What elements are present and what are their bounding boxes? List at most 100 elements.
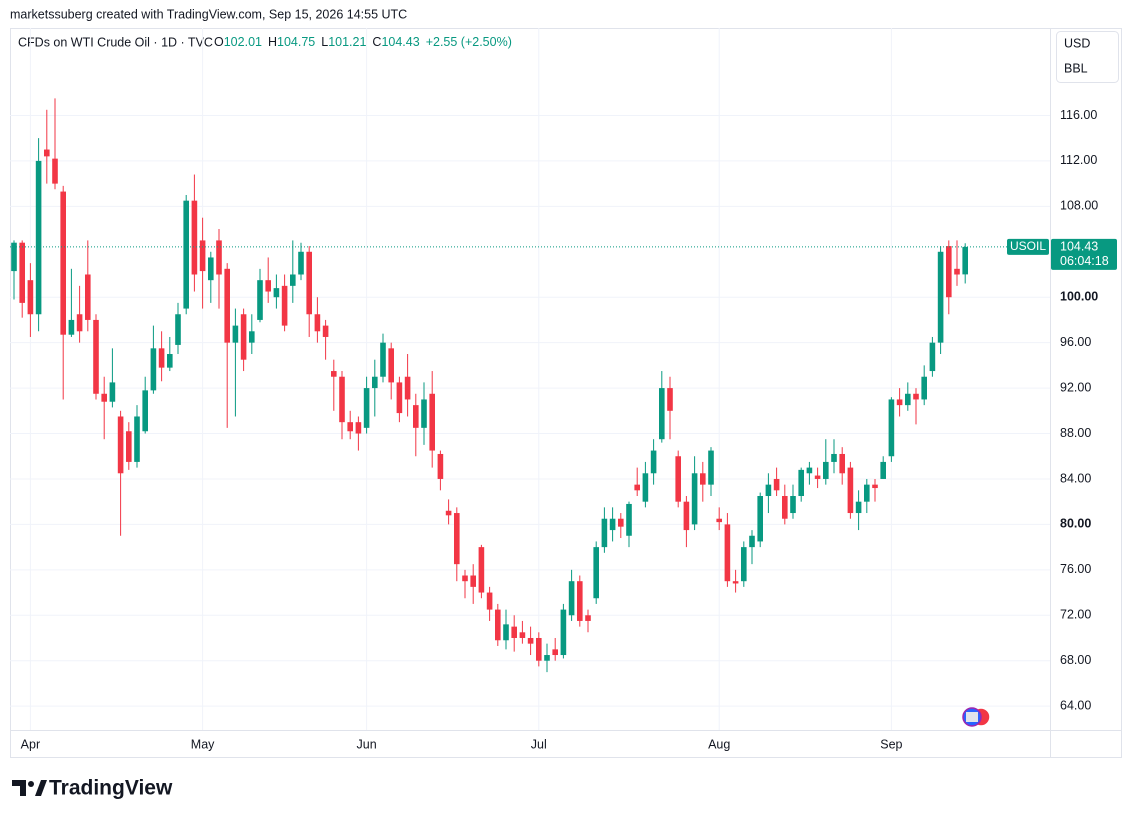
candle-body [454, 513, 460, 565]
candle-body [265, 280, 271, 292]
candle-body [872, 484, 878, 489]
candle-body [429, 393, 435, 451]
candle-body [158, 348, 165, 368]
candle-body [847, 467, 854, 514]
candle-body [757, 496, 763, 542]
candle-body [372, 376, 378, 389]
candle-body [339, 376, 345, 423]
candle-body [199, 240, 206, 272]
candle-body [609, 518, 616, 531]
candle-body [68, 319, 75, 335]
candle-body [913, 393, 919, 400]
candle-body [732, 581, 739, 584]
y-tick-label: 92.00 [1060, 380, 1091, 394]
candle-body [675, 456, 681, 502]
candle-body [281, 285, 288, 326]
candle-body [749, 535, 755, 548]
y-tick-label: 64.00 [1060, 698, 1091, 712]
candle-body [347, 422, 353, 432]
candle-body [388, 348, 394, 383]
candle-body [790, 496, 796, 514]
candle-body [536, 637, 542, 661]
candle-body [823, 461, 829, 479]
candle-body [470, 575, 476, 587]
candle-body [814, 475, 821, 479]
x-tick-label: May [191, 737, 215, 751]
candle-body [240, 314, 247, 360]
candle-body [905, 393, 911, 406]
logo [12, 780, 47, 796]
candle-body [601, 518, 608, 548]
candle-body [298, 251, 304, 275]
candle-body [322, 325, 329, 337]
y-tick-label: 68.00 [1060, 653, 1091, 667]
x-tick-label: Jul [531, 737, 547, 751]
candle-body [626, 503, 632, 536]
candle-body [691, 473, 698, 525]
candle-body [765, 484, 772, 496]
x-tick-label: Apr [21, 737, 40, 751]
candle-body [150, 348, 157, 391]
y-tick-label: 112.00 [1060, 153, 1097, 167]
candle-body [659, 388, 665, 440]
candle-body [544, 655, 550, 661]
candle-body [864, 484, 870, 502]
candle-body [962, 246, 968, 275]
candle-body [216, 240, 222, 275]
candle-body [700, 473, 706, 485]
candle-body [314, 314, 321, 332]
candle-body [511, 626, 517, 638]
y-tick-label: 100.00 [1060, 290, 1098, 304]
candle-body [380, 342, 386, 377]
candle-body [257, 280, 263, 320]
ohlc-part: 102.01 [224, 35, 262, 49]
symbol-title: CFDs on WTI Crude Oil · 1D · TVC [18, 35, 213, 49]
candle-body [27, 280, 34, 315]
candle-body [142, 390, 148, 432]
candle-body [462, 575, 468, 582]
y-tick-label: 80.00 [1060, 517, 1091, 531]
x-tick-label: Sep [880, 737, 902, 751]
candle-body [117, 416, 124, 474]
candle-body [167, 354, 173, 368]
candle-body [929, 342, 936, 372]
y-tick-label: 72.00 [1060, 608, 1091, 622]
ohlc-part: 104.43 [381, 35, 419, 49]
price-tag [1051, 238, 1117, 270]
currency: USD [1064, 36, 1090, 50]
y-tick-label: 88.00 [1060, 426, 1091, 440]
candle-body [486, 592, 493, 610]
candle-body [568, 581, 575, 616]
candle-body [798, 469, 804, 496]
candle-body [946, 246, 952, 298]
candle-body [109, 382, 116, 402]
candle-body [224, 268, 230, 343]
candle-body [208, 257, 214, 281]
candle-body [585, 615, 591, 621]
unit-box [1056, 31, 1119, 83]
candles [11, 98, 968, 673]
candle-body [577, 581, 583, 621]
candle-body [93, 319, 99, 394]
candle-body [331, 371, 337, 377]
candle-body [954, 268, 960, 275]
candle-body [126, 431, 132, 462]
candle-body [741, 547, 747, 582]
candle-body [232, 325, 239, 343]
y-tick-label: 108.00 [1060, 199, 1098, 213]
candle-body [11, 242, 17, 272]
ohlc-part: 104.75 [277, 35, 315, 49]
candle-body [76, 314, 83, 332]
ohlc-part: 101.21 [328, 35, 366, 49]
candle-body [552, 649, 558, 656]
candle-body [593, 547, 599, 599]
grid [10, 28, 1050, 730]
symbol-tag [1007, 238, 1049, 255]
candle-body [560, 609, 567, 656]
brand: TradingView [49, 777, 173, 800]
candle-body [667, 388, 673, 411]
candle-body [888, 399, 895, 457]
flag-icon [962, 707, 991, 727]
